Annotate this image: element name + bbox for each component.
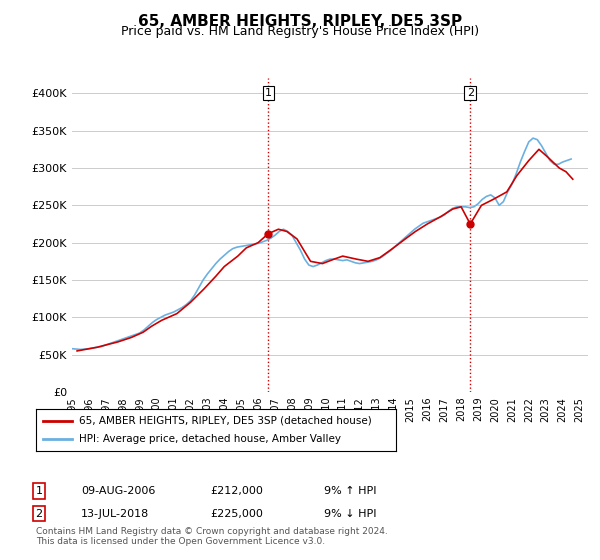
Text: Contains HM Land Registry data © Crown copyright and database right 2024.
This d: Contains HM Land Registry data © Crown c… xyxy=(36,526,388,546)
Text: 9% ↑ HPI: 9% ↑ HPI xyxy=(324,486,377,496)
Text: £225,000: £225,000 xyxy=(210,508,263,519)
Text: 13-JUL-2018: 13-JUL-2018 xyxy=(81,508,149,519)
Text: Price paid vs. HM Land Registry's House Price Index (HPI): Price paid vs. HM Land Registry's House … xyxy=(121,25,479,38)
Text: 65, AMBER HEIGHTS, RIPLEY, DE5 3SP (detached house): 65, AMBER HEIGHTS, RIPLEY, DE5 3SP (deta… xyxy=(79,416,372,426)
Text: HPI: Average price, detached house, Amber Valley: HPI: Average price, detached house, Ambe… xyxy=(79,434,341,444)
Text: 1: 1 xyxy=(265,88,272,98)
Text: 09-AUG-2006: 09-AUG-2006 xyxy=(81,486,155,496)
Text: 1: 1 xyxy=(35,486,43,496)
Text: 2: 2 xyxy=(467,88,474,98)
Text: 2: 2 xyxy=(35,508,43,519)
Text: 9% ↓ HPI: 9% ↓ HPI xyxy=(324,508,377,519)
Text: 65, AMBER HEIGHTS, RIPLEY, DE5 3SP: 65, AMBER HEIGHTS, RIPLEY, DE5 3SP xyxy=(138,14,462,29)
Text: £212,000: £212,000 xyxy=(210,486,263,496)
